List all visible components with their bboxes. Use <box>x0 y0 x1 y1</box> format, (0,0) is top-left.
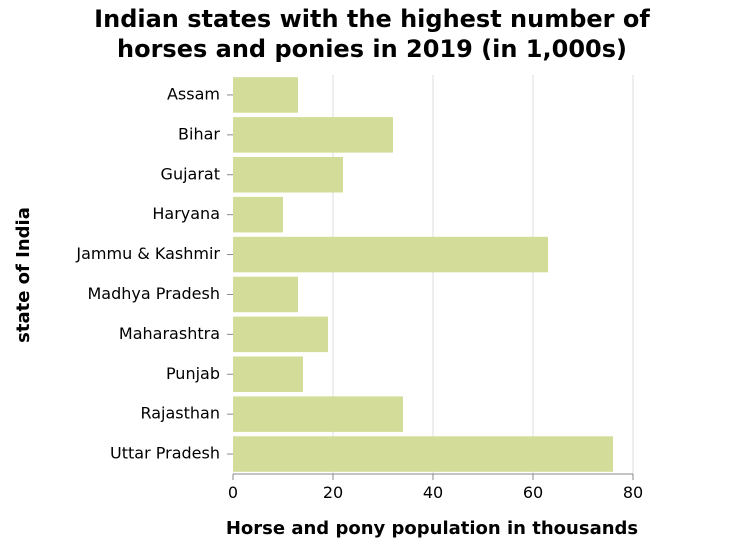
y-tick-label: Haryana <box>152 204 220 223</box>
x-tick-label: 20 <box>323 483 343 502</box>
bar <box>233 236 548 273</box>
bars <box>233 77 613 472</box>
y-tick-label: Jammu & Kashmir <box>75 244 220 263</box>
y-axis: Assam Bihar Gujarat Haryana Jammu & Kashmir M… <box>75 84 233 463</box>
bar <box>233 316 328 353</box>
chart-title-line-1: Indian states with the highest number of <box>94 5 650 33</box>
y-tick-label: Gujarat <box>161 164 220 183</box>
y-tick-label: Bihar <box>178 124 220 143</box>
x-axis: 0 20 40 60 80 <box>228 473 643 502</box>
x-tick-label: 0 <box>228 483 238 502</box>
chart-title: Indian states with the highest number of… <box>0 4 744 64</box>
bar <box>233 156 343 193</box>
bar <box>233 356 303 393</box>
bar <box>233 77 298 113</box>
x-tick-label: 60 <box>523 483 543 502</box>
y-tick-label: Punjab <box>166 364 220 383</box>
y-axis-title: state of India <box>13 207 34 343</box>
y-tick-label: Madhya Pradesh <box>88 284 221 303</box>
y-tick-label: Assam <box>167 84 220 103</box>
y-tick-label: Uttar Pradesh <box>110 444 220 463</box>
bar <box>233 276 298 313</box>
bar <box>233 196 283 233</box>
bar <box>233 396 403 432</box>
y-tick-label: Maharashtra <box>119 324 220 343</box>
bar <box>233 117 393 153</box>
y-tick-label: Rajasthan <box>140 404 220 423</box>
x-tick-label: 80 <box>623 483 643 502</box>
bar <box>233 436 613 472</box>
chart-title-line-2: horses and ponies in 2019 (in 1,000s) <box>117 35 627 63</box>
x-tick-label: 40 <box>423 483 443 502</box>
x-axis-title: Horse and pony population in thousands <box>226 518 638 539</box>
